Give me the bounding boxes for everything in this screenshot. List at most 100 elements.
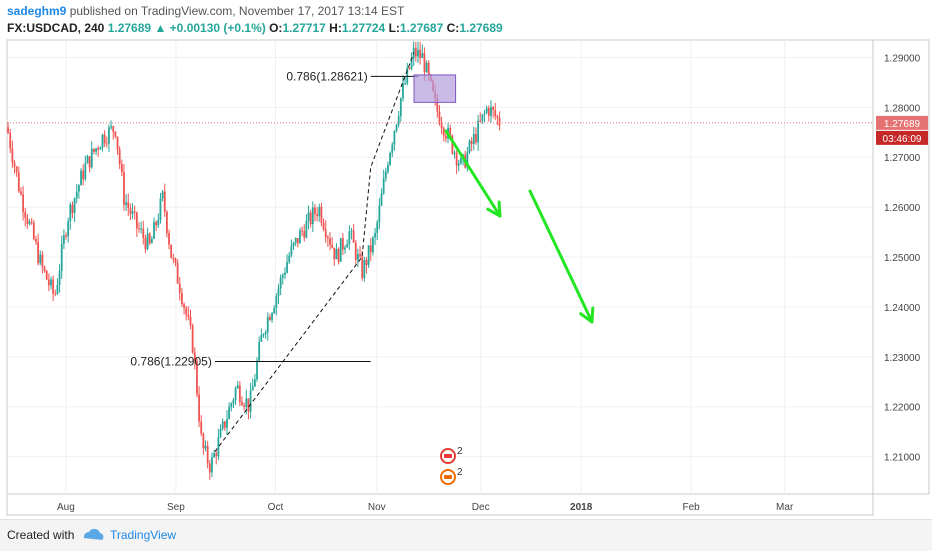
candle-body [120, 164, 123, 173]
tradingview-brand[interactable]: TradingView [110, 528, 177, 542]
candle-body [333, 247, 336, 260]
last-price: 1.27689 [107, 21, 152, 35]
candle-body [380, 193, 383, 206]
candle-body [258, 341, 261, 361]
time-axis[interactable] [6, 493, 874, 516]
candle-body [301, 230, 303, 232]
candle-body [337, 248, 340, 262]
candle-body [30, 221, 33, 223]
high-label: H: [329, 21, 342, 35]
candle-body [391, 144, 394, 153]
y-tick-label: 1.26000 [884, 203, 921, 214]
candle-body [344, 247, 346, 250]
candle-body [241, 401, 243, 406]
x-tick-label: Feb [683, 502, 701, 513]
candle-body [69, 204, 72, 222]
candle-body [460, 158, 462, 164]
candle-body [230, 403, 233, 408]
candle-body [52, 279, 55, 294]
plot-area[interactable] [6, 39, 874, 495]
candle-body [348, 231, 351, 244]
x-tick-label: 2018 [570, 502, 593, 513]
cad-event-marker-flag-icon [444, 454, 452, 458]
candle-body [451, 135, 454, 154]
candle-body [455, 152, 458, 166]
fib-dashed-trendline [214, 52, 415, 452]
candle-body [161, 191, 164, 199]
candle-body [170, 244, 173, 258]
candle-body [146, 233, 149, 250]
candle-body [65, 235, 67, 237]
usd-event-marker-count: 2 [457, 467, 463, 478]
candle-body [232, 399, 235, 404]
candle-body [331, 244, 334, 248]
candle-body [217, 437, 220, 457]
candle-body [20, 191, 22, 195]
candle-body [80, 170, 82, 186]
candle-body [243, 405, 246, 407]
price-chart[interactable]: 1.29000 1.28000 1.27000 1.26000 1.25000 1.240… [0, 0, 932, 519]
candle-body [299, 230, 301, 244]
candle-body [378, 205, 381, 223]
candle-body [320, 206, 323, 223]
candle-body [294, 238, 297, 243]
candle-body [58, 271, 61, 285]
candle-body [284, 272, 286, 276]
x-tick-label: Oct [268, 502, 284, 513]
candle-body [148, 233, 151, 244]
footer: Created with TradingView [0, 519, 932, 551]
high-value: 1.27724 [341, 21, 386, 35]
low-label: L: [388, 21, 400, 35]
candle-body [56, 284, 59, 294]
candle-body [245, 398, 248, 407]
up-arrow-icon: ▲ [154, 21, 167, 35]
candle-body [198, 394, 200, 422]
candle-body [468, 140, 471, 153]
last-price-tag-label: 1.27689 [884, 119, 921, 130]
candle-body [211, 457, 213, 473]
candle-body [11, 148, 14, 163]
candle-body [356, 254, 359, 260]
candle-body [105, 143, 108, 145]
candle-body [163, 191, 166, 212]
y-tick-label: 1.28000 [884, 103, 921, 114]
candle-body [7, 127, 9, 133]
candle-body [256, 360, 258, 380]
close-value: 1.27689 [459, 21, 503, 35]
candle-body [142, 228, 145, 239]
candle-body [202, 433, 205, 449]
candle-body [367, 245, 370, 266]
price-axis[interactable] [872, 39, 930, 495]
tradingview-logo-icon[interactable] [82, 526, 106, 544]
candle-body [28, 221, 31, 224]
candle-body [183, 304, 185, 308]
candle-body [387, 164, 389, 172]
symbol-line: FX:USDCAD, 240 1.27689 ▲ +0.00130 (+0.1%… [7, 21, 503, 35]
candle-body [140, 228, 143, 230]
candle-body [382, 178, 385, 194]
candle-body [399, 98, 402, 117]
candle-body [118, 149, 121, 165]
candle-body [247, 398, 250, 412]
candle-body [153, 222, 155, 239]
candle-body [187, 314, 190, 317]
candle-body [326, 237, 329, 239]
usd-event-marker-flag-icon [444, 475, 452, 479]
candle-body [449, 127, 452, 136]
candle-body [414, 47, 417, 57]
candle-body [352, 230, 355, 243]
candle-body [236, 385, 239, 389]
candle-body [314, 207, 316, 215]
candle-body [419, 49, 422, 59]
candle-body [466, 152, 469, 168]
candle-body [402, 83, 404, 99]
candle-body [228, 407, 231, 420]
candle-body [114, 131, 117, 137]
candle-body [26, 217, 29, 224]
author-link[interactable]: sadeghm9 [7, 4, 67, 18]
candle-body [296, 238, 299, 244]
candle-body [208, 463, 211, 473]
candle-body [395, 124, 398, 132]
candle-body [408, 67, 411, 69]
forecast-arrow-1-head [486, 200, 502, 218]
